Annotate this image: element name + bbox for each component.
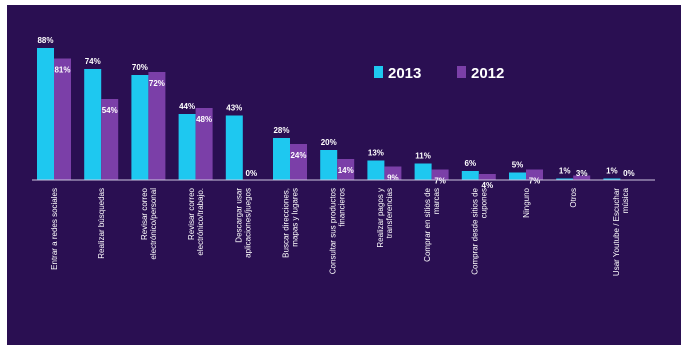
value-label-2013-0: 88%: [37, 36, 53, 45]
bar-2013-0: [37, 48, 54, 180]
bar-2012-9: [478, 174, 496, 180]
value-label-2013-1: 74%: [85, 57, 101, 66]
bar-2013-11: [556, 178, 574, 180]
bar-2012-11: [573, 175, 591, 180]
value-label-2013-8: 11%: [415, 152, 431, 161]
value-label-2012-2: 72%: [149, 79, 165, 88]
value-label-2012-9: 4%: [482, 181, 494, 190]
value-label-2012-1: 54%: [102, 106, 118, 115]
bar-2013-7: [367, 160, 385, 180]
category-label-7: Realizar pagos ytransferencias: [376, 188, 394, 248]
value-label-2012-7: 9%: [387, 174, 399, 183]
value-label-2013-7: 13%: [368, 149, 384, 158]
value-label-2013-9: 6%: [465, 159, 477, 168]
legend-swatch-2013: [374, 66, 383, 78]
bar-2012-5: [290, 144, 307, 180]
bar-2013-6: [320, 150, 338, 180]
legend-swatch-2012: [457, 66, 466, 78]
category-labels-group: Entrar a redes sociales Realizar búsqueda…: [50, 187, 630, 276]
value-label-2012-12: 0%: [623, 169, 635, 178]
value-label-2012-3: 48%: [196, 115, 212, 124]
bar-2012-8: [431, 169, 449, 180]
bar-2012-6: [337, 159, 355, 180]
bar-2013-2: [131, 75, 149, 180]
value-label-2012-10: 7%: [529, 177, 541, 186]
bar-chart: 88% 81% 74% 54% 70%72% 44%48% 43% 0% 28% 24% 20% 14…: [32, 36, 655, 276]
category-label-2: Revisar correoelectrónico/personal: [140, 187, 158, 259]
value-label-2012-6: 14%: [338, 166, 354, 175]
category-label-6: Consultar sus productosfinancieros: [329, 188, 347, 274]
value-label-2013-5: 28%: [273, 126, 289, 135]
bars-group: [37, 48, 621, 180]
value-label-2012-5: 24%: [290, 151, 306, 160]
bar-2013-1: [84, 69, 102, 180]
category-label-11: Otros: [569, 188, 578, 208]
category-label-9: Comprar desde sitios decupones: [470, 187, 488, 274]
value-label-2012-11: 3%: [576, 169, 588, 178]
bar-2013-3: [178, 114, 196, 180]
value-label-2013-6: 20%: [321, 138, 337, 147]
bar-2013-10: [509, 172, 526, 180]
value-label-2013-2: 70%: [132, 63, 148, 72]
bar-2012-0: [54, 58, 71, 180]
value-label-2012-0: 81%: [54, 66, 70, 75]
bar-2012-3: [195, 108, 213, 180]
category-label-12: Usar Youtube / Escucharmúsica: [612, 187, 630, 276]
value-label-2013-11: 1%: [559, 167, 571, 176]
value-label-2013-12: 1%: [606, 167, 618, 176]
value-label-2013-4: 43%: [226, 104, 242, 113]
value-label-2012-8: 7%: [434, 177, 446, 186]
legend-label-2012: 2012: [471, 65, 504, 82]
bar-2012-1: [101, 99, 119, 180]
legend-label-2013: 2013: [388, 65, 421, 82]
legend: 2013 2012: [374, 65, 504, 82]
bar-2013-8: [414, 163, 432, 180]
value-label-2012-4: 0%: [246, 169, 258, 178]
bar-2013-5: [273, 138, 290, 180]
category-label-5: Buscar direcciones,mapas y lugares: [282, 188, 300, 258]
category-label-4: Descargar usaraplicaciones/juegos: [234, 188, 252, 258]
value-labels-group: 88% 81% 74% 54% 70%72% 44%48% 43% 0% 28% 24% 20% 14…: [37, 36, 634, 190]
bar-2013-9: [461, 171, 479, 180]
bar-2012-10: [526, 169, 543, 180]
category-label-10: Ninguno: [522, 187, 531, 217]
bar-2012-2: [148, 72, 166, 180]
value-label-2013-10: 5%: [512, 161, 524, 170]
bar-2013-4: [225, 115, 243, 180]
chart-panel: 88% 81% 74% 54% 70% 72% 44% 48% 43% 0% 28% 24% 20% 14…: [7, 5, 681, 345]
category-label-3: Revisar correoelectrónico/trabajo.: [187, 187, 205, 255]
bar-2013-12: [603, 178, 621, 180]
category-label-1: Realizar búsquedas: [97, 188, 106, 259]
value-label-2013-3: 44%: [179, 102, 195, 111]
category-label-0: Entrar a redes sociales: [50, 188, 59, 270]
category-label-8: Comprar en sitios demarcas: [423, 187, 441, 261]
bar-2012-7: [384, 166, 402, 180]
